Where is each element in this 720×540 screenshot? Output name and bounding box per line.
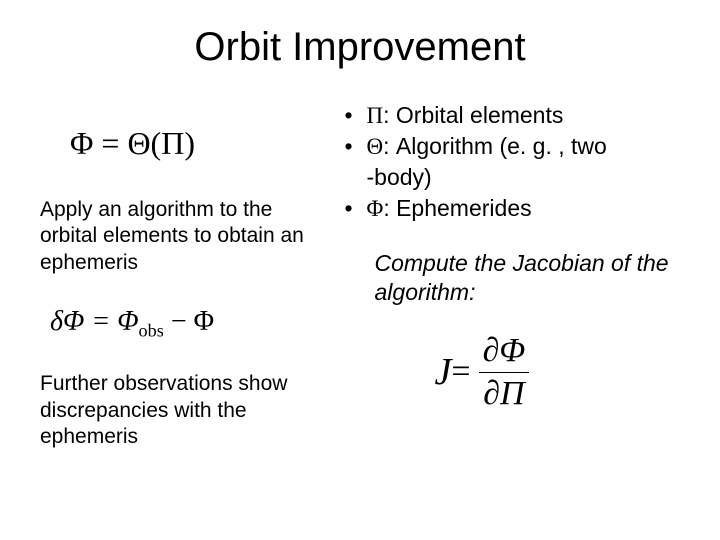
phi-symbol: Φ	[367, 196, 384, 221]
equation-delta-phi: δΦ = Φobs − Φ	[50, 306, 315, 342]
equation-jacobian: J = ∂Φ ∂Π	[435, 332, 681, 413]
eq2-subscript: obs	[139, 320, 164, 340]
pi-symbol: Π	[367, 103, 384, 128]
theta-definition: : Algorithm (e. g. , two	[383, 133, 607, 159]
jacobian-numerator: ∂Φ	[479, 332, 530, 372]
left-column: Φ = Θ(Π) Apply an algorithm to the orbit…	[40, 100, 315, 470]
bullet-phi: Φ: Ephemerides	[345, 193, 681, 224]
bullet-pi: Π: Orbital elements	[345, 100, 681, 131]
pi-definition: : Orbital elements	[383, 102, 563, 128]
jacobian-fraction: ∂Φ ∂Π	[479, 332, 530, 413]
equation-phi-theta-pi: Φ = Θ(Π)	[70, 125, 315, 162]
jacobian-instruction: Compute the Jacobian of the algorithm:	[375, 249, 681, 307]
eq2-prefix: δΦ = Φ	[50, 306, 139, 337]
slide-title: Orbit Improvement	[40, 25, 680, 70]
eq2-suffix: − Φ	[164, 306, 214, 337]
right-column: Π: Orbital elements Θ: Algorithm (e. g. …	[345, 100, 681, 470]
phi-definition: : Ephemerides	[383, 195, 531, 221]
bullet-theta-continuation: -body)	[345, 162, 681, 193]
bullet-theta: Θ: Algorithm (e. g. , two	[345, 131, 681, 162]
theta-continuation-text: -body)	[367, 164, 432, 190]
jacobian-j-symbol: J	[435, 350, 452, 394]
observations-description: Further observations show discrepancies …	[40, 371, 315, 450]
jacobian-denominator: ∂Π	[479, 372, 528, 413]
content-area: Φ = Θ(Π) Apply an algorithm to the orbit…	[40, 100, 680, 470]
algorithm-description: Apply an algorithm to the orbital elemen…	[40, 197, 315, 276]
jacobian-equals: =	[451, 353, 470, 391]
theta-symbol: Θ	[367, 134, 384, 159]
symbol-definitions: Π: Orbital elements Θ: Algorithm (e. g. …	[345, 100, 681, 224]
